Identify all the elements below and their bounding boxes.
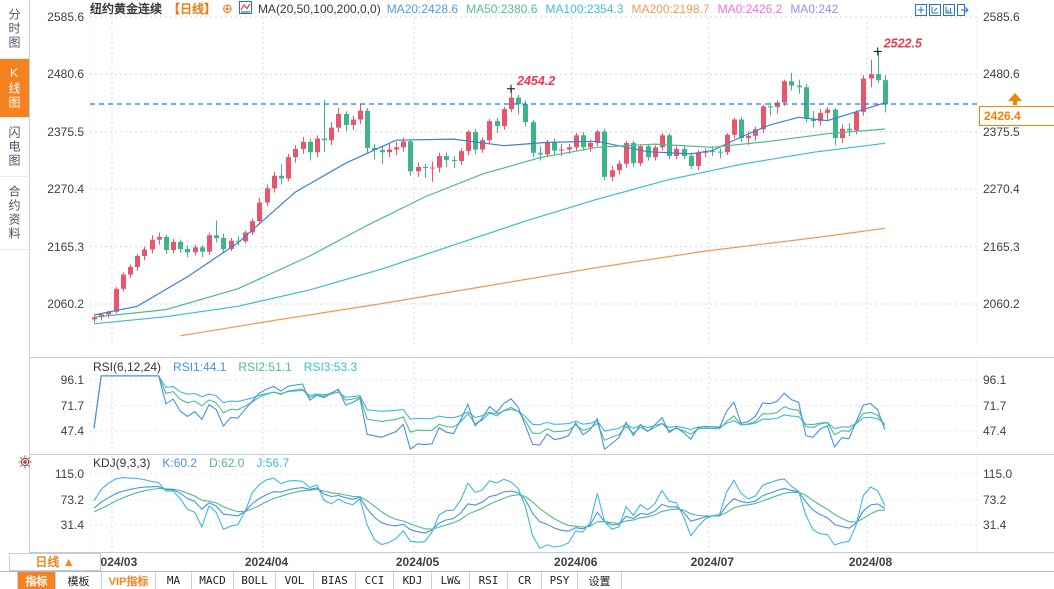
main-y-axis-label: 2375.5 [47, 124, 84, 139]
ma-value-label: MA50:2380.6 [466, 1, 538, 16]
rsi-panel-header: RSI(6,12,24) RSI1:44.1 RSI2:51.1 RSI3:53.3 [93, 360, 357, 374]
sidebar-item-time-chart[interactable]: 分时图 [0, 0, 29, 59]
kdj-y-axis-label: 73.2 [60, 492, 84, 507]
rsi-y-axis-label: 71.7 [983, 398, 1007, 413]
sidebar-item-kline[interactable]: K线图 [0, 59, 29, 118]
period-selector[interactable]: 日线 ▲ [9, 553, 101, 571]
price-annotation: 2522.5 [883, 36, 923, 50]
x-axis-label: 2024/03 [93, 555, 138, 569]
x-axis-label: 2024/04 [244, 555, 289, 569]
x-axis-label: 2024/07 [690, 555, 735, 569]
toolbar-spacer [0, 572, 18, 589]
rsi3-value-label: RSI3:53.3 [303, 360, 358, 374]
toolbar-tab-vol[interactable]: VOL [276, 572, 314, 589]
symbol-title: 纽约黄金连续 [90, 2, 163, 16]
ma-value-label: MA0:2426.2 [717, 1, 783, 16]
main-y-axis-label: 2270.4 [983, 182, 1020, 197]
bottom-indicator-toolbar: 指标 模板 VIP指标 MA MACD BOLL VOL BIAS CCI KDJ LW& RSI CR… [0, 571, 1054, 589]
rsi-y-axis-label: 71.7 [60, 398, 84, 413]
toolbar-tab-boll[interactable]: BOLL [234, 572, 276, 589]
ma-value-label: MA20:2428.6 [386, 1, 459, 16]
x-axis-label: 2024/06 [554, 555, 598, 569]
sidebar-item-contract-info[interactable]: 合约资料 [0, 177, 29, 250]
d-line [93, 487, 885, 530]
main-y-axis-label: 2585.6 [983, 10, 1020, 24]
toolbar-tab-kdj[interactable]: KDJ [394, 572, 432, 589]
indicator-alert-icon[interactable] [18, 455, 32, 474]
rsi-y-axis-label: 47.4 [60, 424, 84, 438]
sidebar: 分时图 K线图 闪电图 合约资料 [0, 0, 30, 571]
ma-value-labels: MA20:2428.6 MA50:2380.6 MA100:2354.3 MA200:… [387, 2, 839, 16]
period-tag: 【日线】 [168, 2, 217, 16]
ma-formula: MA(20,50,100,200,0,0) [257, 1, 381, 16]
kdj-y-axis-label: 115.0 [983, 467, 1013, 481]
d-value-label: D:62.0 [209, 456, 245, 470]
rsi1-line [93, 375, 886, 451]
toolbar-tab-vip-indicator[interactable]: VIP指标 [102, 572, 156, 589]
ma-value-label: MA100:2354.3 [545, 1, 624, 16]
j-value-label: J:56.7 [256, 456, 290, 470]
toolbar-tab-rsi[interactable]: RSI [470, 572, 508, 589]
price-up-arrow-icon [1006, 92, 1024, 111]
kdj-y-axis-label: 31.4 [60, 518, 84, 532]
toolbar-tab-ma[interactable]: MA [156, 572, 192, 589]
toolbar-tab-cr[interactable]: CR [508, 572, 542, 589]
rsi2-value-label: RSI2:51.1 [238, 360, 292, 374]
current-price-tag: 2426.4 [979, 106, 1054, 126]
toolbar-tab-psy[interactable]: PSY [542, 572, 578, 589]
add-compare-icon[interactable]: ⊕ [222, 1, 233, 16]
main-y-axis-label: 2375.5 [983, 124, 1020, 139]
rsi-y-axis-label: 47.4 [983, 424, 1007, 438]
sidebar-item-flash-chart[interactable]: 闪电图 [0, 118, 29, 177]
main-y-axis-label: 2270.4 [47, 182, 84, 197]
chart-tool-icons [915, 3, 969, 16]
kdj-panel-header: KDJ(9,3,3) K:60.2 D:62.0 J:56.7 [93, 456, 289, 470]
main-y-axis-label: 2165.3 [47, 239, 84, 254]
toolbar-tab-macd[interactable]: MACD [192, 572, 234, 589]
rsi-title: RSI(6,12,24) [93, 360, 162, 374]
kdj-y-axis-label: 73.2 [983, 492, 1007, 507]
toolbar-tab-bias[interactable]: BIAS [314, 572, 356, 589]
kdj-y-axis-label: 31.4 [983, 518, 1007, 532]
kdj-title: KDJ(9,3,3) [93, 456, 151, 470]
toolbar-tab-template[interactable]: 模板 [56, 572, 102, 589]
ma20-line [93, 102, 886, 316]
ma-value-label: MA200:2198.7 [631, 1, 710, 16]
rsi2-line [93, 375, 886, 441]
kdj-y-axis-label: 115.0 [54, 467, 84, 481]
toolbar-tab-lw[interactable]: LW& [432, 572, 470, 589]
x-axis-label: 2024/08 [848, 555, 893, 569]
rsi3-line [93, 375, 886, 432]
main-y-axis-label: 2165.3 [983, 239, 1020, 254]
main-y-axis-label: 2480.6 [983, 67, 1020, 82]
toolbar-tab-indicator[interactable]: 指标 [18, 572, 56, 589]
k-line [93, 486, 886, 534]
rsi-y-axis-label: 96.1 [60, 373, 84, 387]
main-y-axis-label: 2585.6 [47, 10, 84, 24]
exit-icon[interactable] [957, 3, 969, 16]
candlestick-series [92, 51, 888, 323]
main-y-axis-label: 2480.6 [47, 67, 84, 82]
ma200-line [180, 227, 885, 337]
main-y-axis-label: 2060.2 [47, 297, 84, 311]
price-annotation: 2454.2 [516, 74, 555, 88]
chart-header: 纽约黄金连续 【日线】 ⊕ MA(20,50,100,200,0,0) MA20… [90, 0, 839, 17]
rsi-y-axis-label: 96.1 [983, 373, 1007, 387]
axis-zoom-icon[interactable] [929, 3, 941, 16]
ma50-line [93, 128, 885, 318]
j-line [93, 477, 886, 550]
toolbar-tab-cci[interactable]: CCI [356, 572, 394, 589]
k-value-label: K:60.2 [162, 456, 198, 470]
main-y-axis-label: 2060.2 [983, 297, 1020, 311]
rsi1-value-label: RSI1:44.1 [173, 360, 227, 374]
crosshair-icon[interactable] [915, 3, 927, 16]
toolbar-tab-settings[interactable]: 设置 [578, 572, 622, 589]
mini-chart-icon[interactable] [238, 0, 252, 17]
x-axis-label: 2024/05 [395, 555, 440, 569]
ma100-line [93, 142, 885, 325]
axis-pan-icon[interactable] [943, 3, 955, 16]
ma-value-label: MA0:242 [790, 1, 839, 16]
